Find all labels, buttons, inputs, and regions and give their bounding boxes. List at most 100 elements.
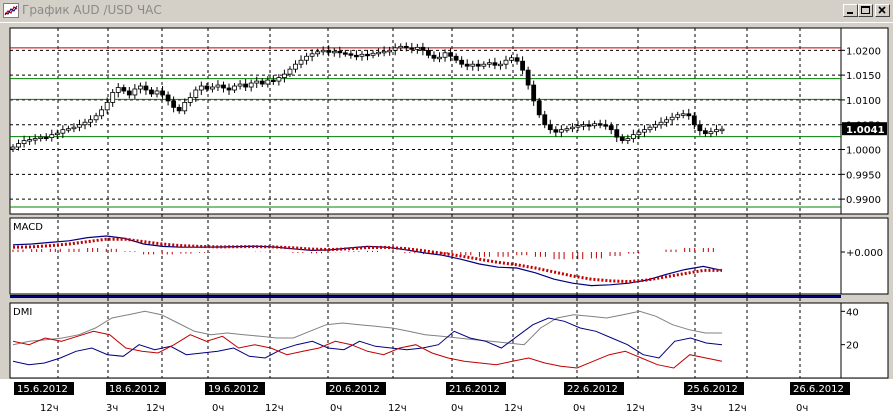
dmi-plus-line <box>12 317 723 366</box>
candle-body <box>636 131 642 136</box>
candle-body <box>691 115 697 126</box>
candle-body <box>154 90 160 95</box>
candle-body <box>126 90 132 96</box>
price-tick-label: 0.9950 <box>846 170 881 181</box>
date-tag <box>106 382 166 395</box>
hour-label: 0ч <box>212 403 224 414</box>
candle-body <box>536 100 542 116</box>
candle-body <box>149 89 154 95</box>
candle-body <box>630 134 636 140</box>
candle-body <box>647 126 653 131</box>
close-button[interactable] <box>875 4 890 17</box>
candle-body <box>38 136 44 140</box>
candle-body <box>442 52 448 58</box>
minimize-button[interactable] <box>843 4 858 17</box>
hour-label: 0ч <box>573 403 585 414</box>
candle-body <box>265 79 271 85</box>
candle-body <box>110 92 116 103</box>
candle-body <box>370 52 376 56</box>
candle-body <box>664 119 670 123</box>
macd-panel-axis <box>840 217 889 295</box>
candle-body <box>520 60 525 71</box>
candle-body <box>409 47 415 50</box>
candle-body <box>187 97 193 103</box>
candle-body <box>514 57 520 62</box>
candle-body <box>243 83 249 88</box>
candle-body <box>464 63 470 67</box>
candle-body <box>592 123 598 127</box>
candle-body <box>221 84 226 89</box>
candle-body <box>669 116 675 121</box>
dmi-title: DMI <box>13 307 32 318</box>
candle-body <box>481 63 487 67</box>
candle-body <box>392 47 398 51</box>
candle-body <box>32 138 38 141</box>
candle-body <box>10 146 16 150</box>
macd-panel <box>9 217 842 295</box>
candle-body <box>287 68 293 75</box>
candle-body <box>575 125 581 128</box>
date-tag-label: 15.6.2012 <box>17 384 68 395</box>
candle-body <box>365 53 370 57</box>
minimize-icon <box>847 12 853 14</box>
title-bar[interactable]: График AUD /USD ЧАС <box>0 0 893 23</box>
date-tag <box>205 382 265 395</box>
price-panel-axis <box>840 27 889 215</box>
candle-body <box>65 128 71 131</box>
candle-body <box>503 59 509 65</box>
candle-body <box>298 59 304 65</box>
candle-body <box>414 46 420 50</box>
hour-label: 12ч <box>265 403 284 414</box>
candle-body <box>437 56 442 60</box>
candle-body <box>420 46 426 51</box>
macd-zero-label: +0.000 <box>846 248 883 259</box>
date-tag <box>790 382 850 395</box>
candle-body <box>603 124 609 127</box>
candle-body <box>121 87 127 92</box>
candle-body <box>254 80 260 84</box>
candle-body <box>226 87 232 91</box>
date-tag <box>446 382 506 395</box>
candle-body <box>564 128 570 131</box>
candle-body <box>686 113 692 117</box>
candle-body <box>210 86 215 90</box>
candle-body <box>143 85 149 91</box>
candle-body <box>193 89 199 98</box>
date-tag-label: 26.6.2012 <box>793 384 844 395</box>
chart-area: 1.02001.01501.01001.00501.00000.99500.99… <box>0 27 893 420</box>
candle-body <box>570 126 575 130</box>
date-tag <box>14 382 74 395</box>
dmi-minus-line <box>12 330 723 369</box>
candle-body <box>381 50 387 54</box>
candle-body <box>470 63 476 67</box>
maximize-button[interactable] <box>858 4 873 17</box>
candle-body <box>160 90 165 96</box>
price-tick-label: 1.0100 <box>846 96 881 107</box>
candle-body <box>88 119 93 123</box>
hour-label: 3ч <box>690 403 702 414</box>
candle-body <box>49 134 55 139</box>
candle-body <box>71 126 77 130</box>
candle-body <box>132 88 138 96</box>
candle-body <box>403 45 409 49</box>
candle-body <box>270 79 276 82</box>
candle-body <box>54 132 60 136</box>
candle-body <box>426 49 431 56</box>
candle-body <box>448 52 453 57</box>
candle-body <box>309 53 315 57</box>
candle-body <box>248 82 254 88</box>
candle-body <box>398 45 404 49</box>
candle-body <box>376 51 381 55</box>
macd-line <box>12 235 723 287</box>
candle-body <box>702 130 708 135</box>
hour-label: 12ч <box>40 403 59 414</box>
candle-body <box>697 124 703 132</box>
candle-body <box>486 62 492 65</box>
candle-body <box>204 85 210 90</box>
candle-body <box>492 62 498 66</box>
candle-body <box>459 59 465 65</box>
date-tag-label: 21.6.2012 <box>449 384 500 395</box>
macd-title: MACD <box>13 222 43 233</box>
candle-body <box>137 85 143 90</box>
candle-body <box>43 136 49 140</box>
